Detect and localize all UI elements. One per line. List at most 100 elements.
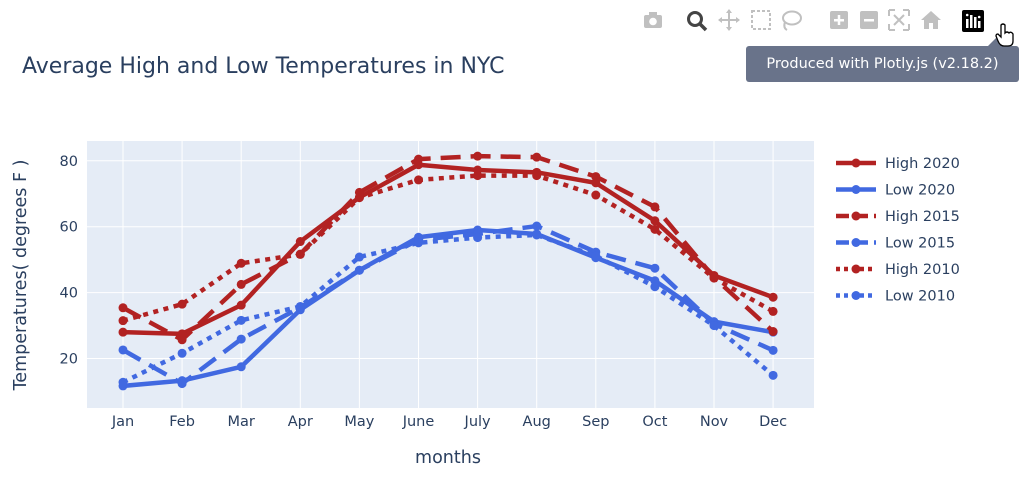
data-point[interactable] — [118, 303, 128, 313]
legend-item[interactable]: High 2010 — [836, 262, 960, 278]
legend-item[interactable]: High 2015 — [836, 209, 960, 225]
y-tick-label: 40 — [60, 286, 78, 302]
zoom-out-button[interactable] — [856, 6, 882, 36]
data-point[interactable] — [354, 265, 364, 275]
legend-item[interactable]: Low 2020 — [836, 183, 955, 199]
series-line[interactable] — [121, 153, 775, 343]
legend-swatch-marker — [851, 211, 861, 221]
x-tick-label: Jan — [111, 414, 134, 430]
autoscale-icon — [888, 9, 910, 31]
box-select-button[interactable] — [748, 6, 774, 36]
y-axis-label: Temperatures( degrees F ) — [11, 160, 31, 392]
legend-item[interactable]: Low 2010 — [836, 289, 955, 305]
data-point[interactable] — [414, 238, 423, 248]
data-point[interactable] — [532, 230, 542, 240]
data-point[interactable] — [532, 152, 542, 162]
zoom-out-icon — [860, 11, 878, 29]
data-point[interactable] — [414, 175, 423, 185]
data-point[interactable] — [650, 224, 660, 234]
data-point[interactable] — [236, 362, 246, 372]
data-point[interactable] — [532, 221, 542, 231]
data-point[interactable] — [177, 348, 187, 358]
data-point[interactable] — [118, 377, 128, 387]
modebar — [0, 6, 1024, 36]
series-line[interactable] — [122, 232, 775, 385]
data-point[interactable] — [177, 299, 187, 309]
legend[interactable]: High 2020 Low 2020 High 2015 Low 2015 High … — [836, 156, 960, 305]
legend-item[interactable]: Low 2015 — [836, 236, 955, 252]
plotly-logo-icon — [962, 10, 984, 32]
data-point[interactable] — [118, 327, 128, 337]
y-tick-label: 80 — [60, 154, 78, 170]
plotly-tooltip: Produced with Plotly.js (v2.18.2) — [746, 46, 1019, 82]
pan-button[interactable] — [716, 6, 742, 36]
y-tick-label: 20 — [60, 352, 78, 368]
data-point[interactable] — [118, 345, 128, 355]
legend-label: Low 2010 — [885, 289, 955, 305]
x-tick-label: Nov — [700, 414, 729, 430]
legend-label: High 2015 — [885, 209, 960, 225]
data-point[interactable] — [354, 193, 364, 203]
data-point[interactable] — [650, 263, 660, 273]
lasso-select-button[interactable] — [778, 6, 804, 36]
data-point[interactable] — [414, 154, 423, 164]
legend-item[interactable]: High 2020 — [836, 156, 960, 172]
reset-axes-button[interactable] — [918, 6, 944, 36]
data-point[interactable] — [118, 316, 128, 326]
series-line[interactable] — [121, 223, 775, 386]
data-point[interactable] — [768, 370, 778, 380]
plotly-logo-button[interactable] — [960, 6, 986, 36]
x-tick-label: Dec — [759, 414, 787, 430]
series-high-2010[interactable] — [118, 171, 778, 326]
series-line[interactable] — [122, 162, 774, 337]
data-point[interactable] — [650, 202, 660, 212]
data-point[interactable] — [650, 216, 660, 226]
reset-axes-icon — [921, 11, 941, 29]
data-point[interactable] — [177, 379, 187, 389]
series-line[interactable] — [122, 227, 774, 389]
data-point[interactable] — [591, 172, 601, 182]
data-point[interactable] — [709, 273, 719, 283]
data-point[interactable] — [473, 233, 483, 243]
data-point[interactable] — [354, 252, 364, 262]
data-point[interactable] — [709, 321, 719, 331]
data-point[interactable] — [295, 237, 305, 247]
data-point[interactable] — [236, 258, 246, 268]
tooltip-arrow — [988, 38, 1004, 46]
data-point[interactable] — [650, 282, 660, 292]
zoom-button[interactable] — [684, 6, 710, 36]
autoscale-button[interactable] — [886, 6, 912, 36]
plot-area[interactable] — [87, 141, 814, 408]
x-tick-label: Mar — [228, 414, 255, 430]
data-point[interactable] — [295, 249, 305, 259]
series-lines[interactable] — [118, 151, 778, 391]
camera-button[interactable] — [640, 6, 666, 36]
data-point[interactable] — [532, 171, 542, 181]
zoom-in-button[interactable] — [826, 6, 852, 36]
data-point[interactable] — [768, 292, 778, 302]
legend-label: High 2020 — [885, 156, 960, 172]
pan-icon — [718, 9, 740, 31]
data-point[interactable] — [295, 301, 305, 311]
data-point[interactable] — [591, 251, 601, 261]
data-point[interactable] — [236, 279, 246, 289]
data-point[interactable] — [591, 178, 601, 188]
data-point[interactable] — [236, 315, 246, 325]
data-point[interactable] — [236, 334, 246, 344]
data-point[interactable] — [473, 171, 483, 181]
x-tick-label: July — [464, 414, 491, 430]
data-point[interactable] — [768, 345, 778, 355]
data-point[interactable] — [591, 190, 601, 200]
legend-label: High 2010 — [885, 262, 960, 278]
series-low-2010[interactable] — [118, 230, 778, 387]
data-point[interactable] — [768, 306, 778, 316]
x-tick-label: Aug — [523, 414, 551, 430]
data-point[interactable] — [177, 335, 187, 345]
data-point[interactable] — [473, 151, 483, 161]
data-point[interactable] — [768, 327, 778, 337]
chart-title: Average High and Low Temperatures in NYC — [22, 54, 505, 79]
legend-label: Low 2020 — [885, 183, 955, 199]
y-axis-ticks: 20 40 60 80 — [60, 154, 78, 368]
data-point[interactable] — [236, 300, 246, 310]
